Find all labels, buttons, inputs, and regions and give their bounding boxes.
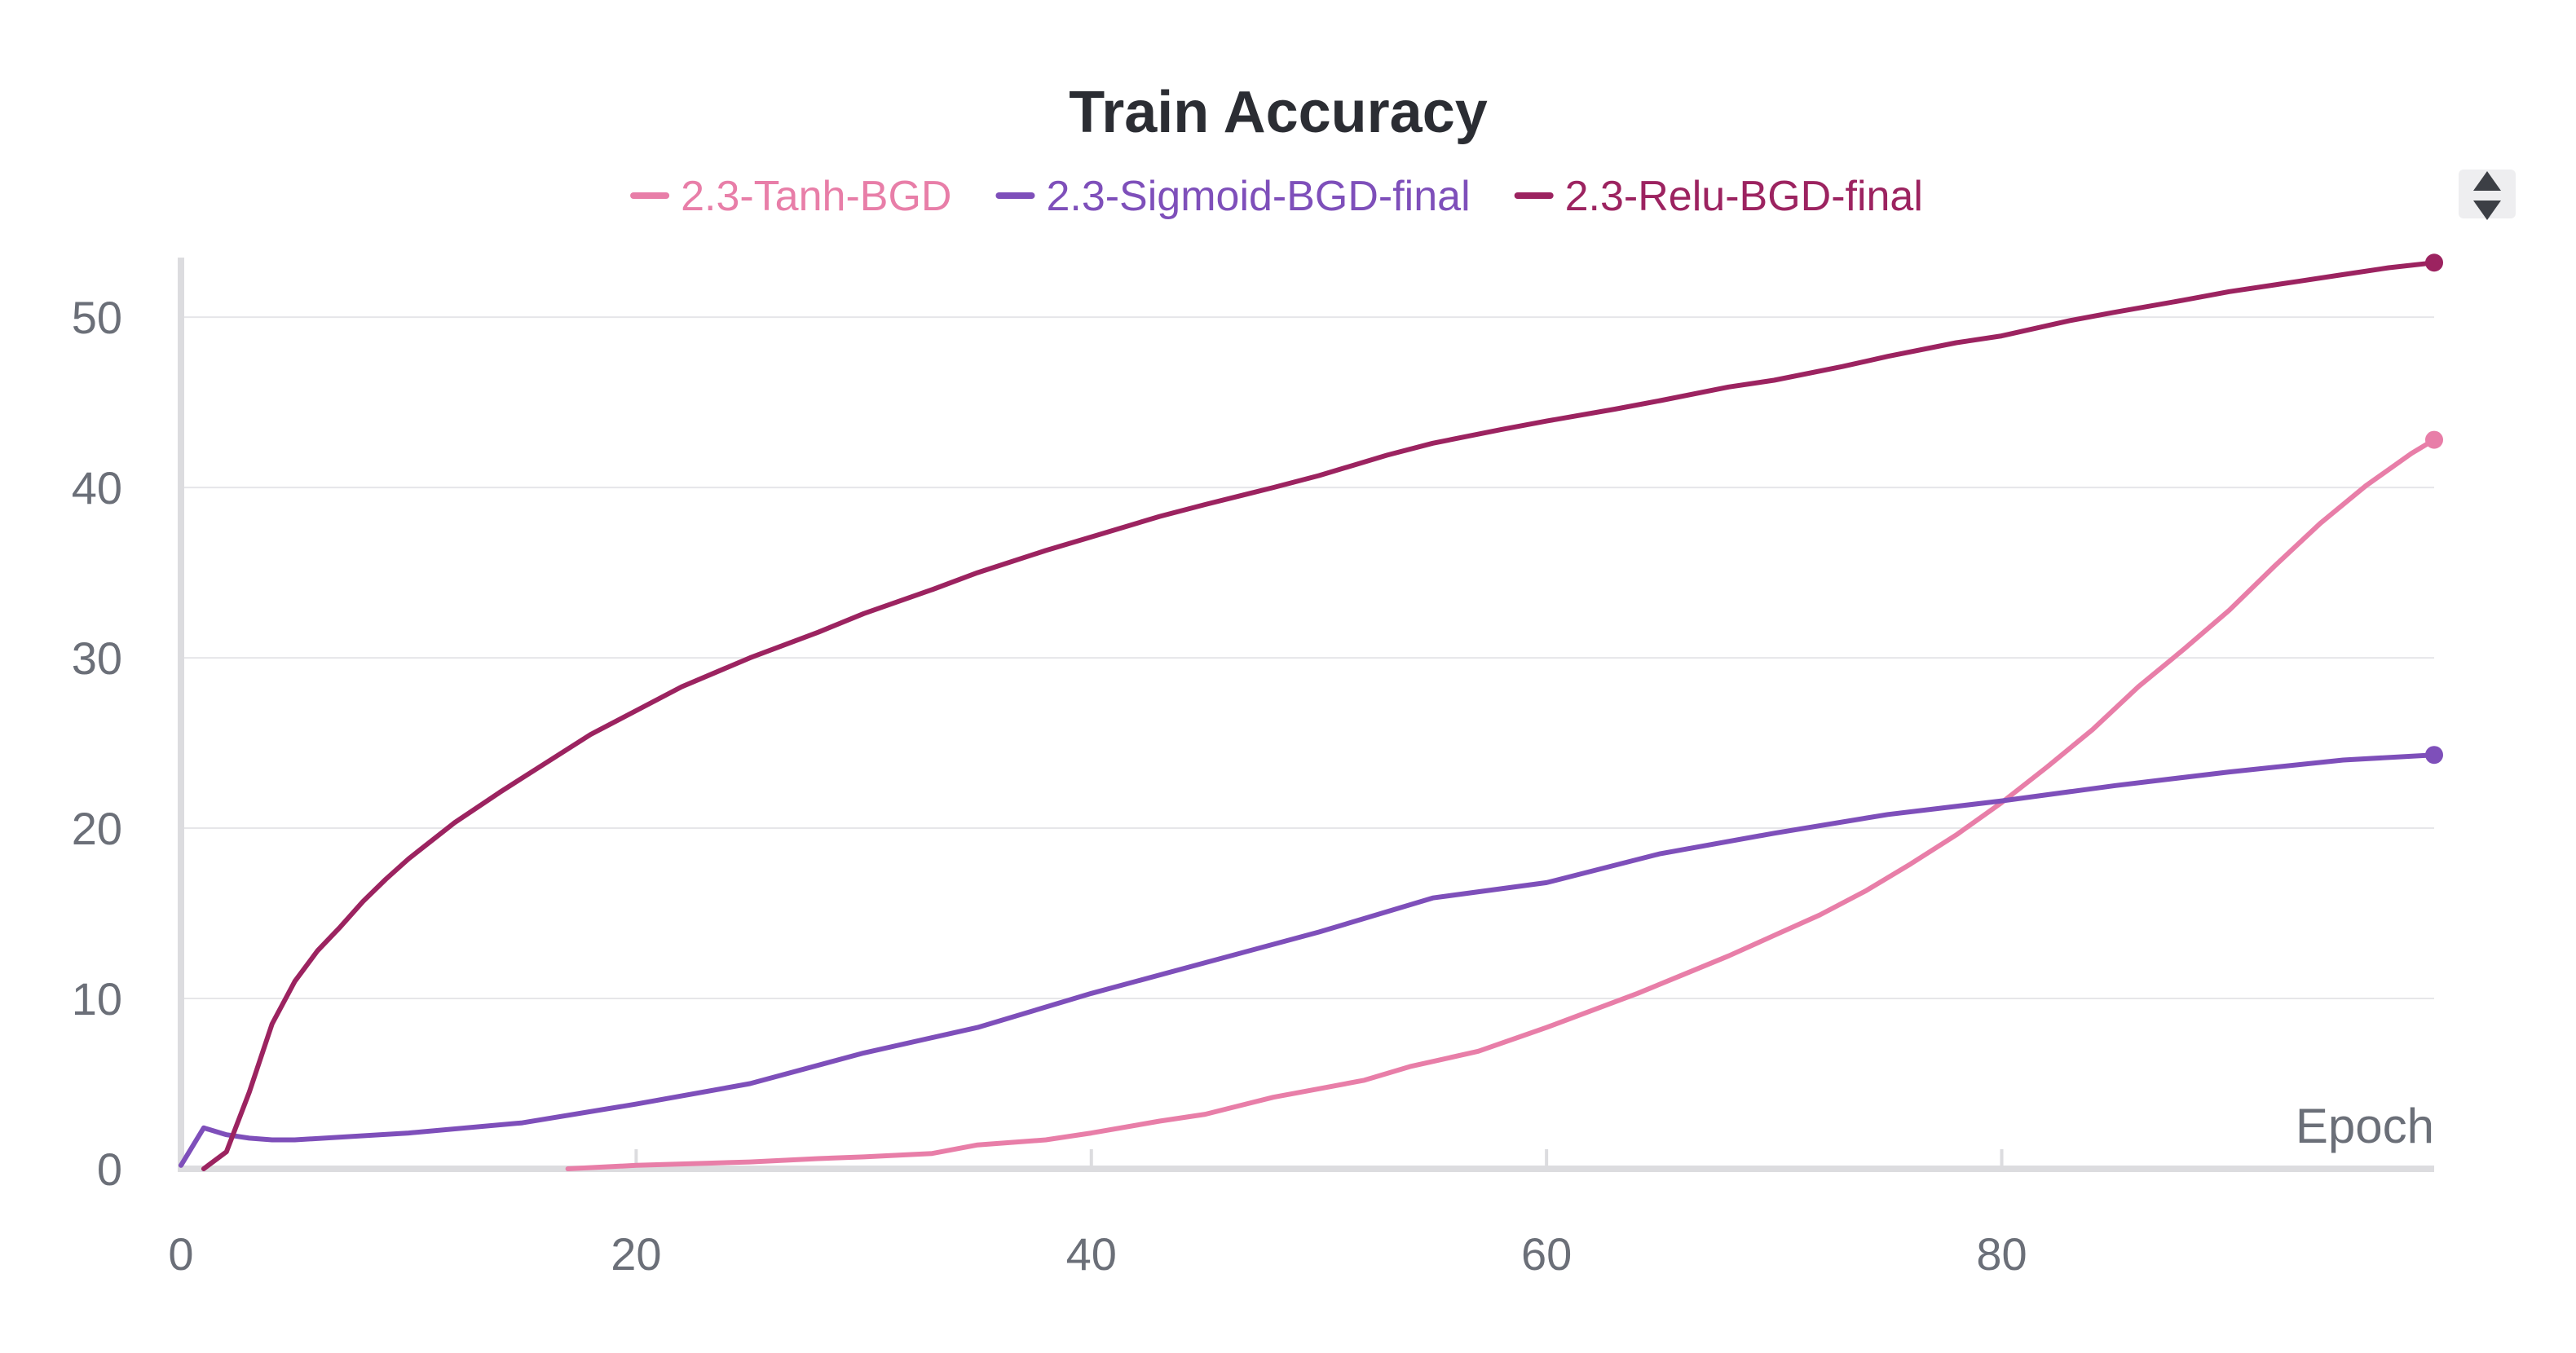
series-end-marker-2-3-sigmoid-bgd-final [2425,746,2443,765]
legend-label-2-3-relu-bgd-final: 2.3-Relu-BGD-final [1565,173,1923,220]
series-end-marker-2-3-relu-bgd-final [2425,253,2443,272]
sort-toggle-icon[interactable] [2473,171,2501,220]
legend-label-2-3-tanh-bgd: 2.3-Tanh-BGD [681,173,951,220]
y-tick-label: 30 [72,632,122,684]
x-tick-label: 40 [1066,1228,1117,1280]
x-axis-ticks: 0 20 40 60 80 [168,1228,2027,1280]
x-tick-label: 0 [168,1228,193,1280]
y-axis-ticks: 0 10 20 30 40 50 [72,292,122,1195]
legend-scroll-control[interactable] [2459,170,2516,220]
legend-label-2-3-sigmoid-bgd-final: 2.3-Sigmoid-BGD-final [1046,173,1470,220]
chart-series [179,253,2443,1171]
y-tick-label: 10 [72,973,122,1025]
chart-axes [178,258,2434,1172]
chart-legend: 2.3-Tanh-BGD 2.3-Sigmoid-BGD-final 2.3-Rel… [630,173,1923,220]
y-tick-label: 20 [72,803,122,854]
series-line-2-3-sigmoid-bgd-final [179,752,2437,1168]
y-tick-label: 50 [72,292,122,343]
series-end-marker-2-3-tanh-bgd [2425,430,2443,449]
series-line-2-3-tanh-bgd [565,437,2437,1171]
x-tick-label: 80 [1976,1228,2027,1280]
chart-title: Train Accuracy [1069,80,1488,145]
x-tick-label: 60 [1521,1228,1572,1280]
y-tick-label: 40 [72,462,122,513]
series-line-2-3-relu-bgd-final [201,260,2437,1171]
x-tick-label: 20 [611,1228,661,1280]
chart-gridlines [181,316,2434,1000]
x-axis-label: Epoch [2296,1099,2434,1153]
y-tick-label: 0 [97,1144,122,1195]
